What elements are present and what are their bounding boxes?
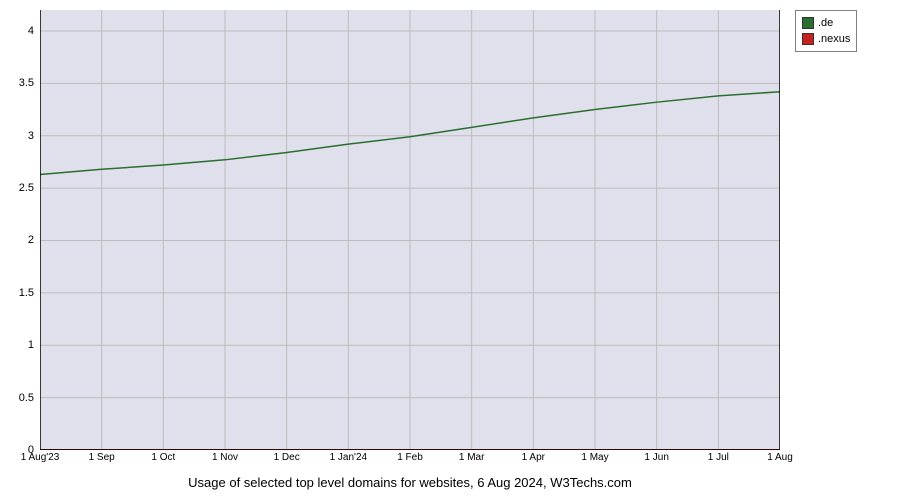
- legend-swatch: [802, 17, 814, 29]
- chart-svg: [40, 10, 780, 450]
- y-tick-label: 2.5: [19, 182, 34, 194]
- y-tick-label: 3.5: [19, 77, 34, 89]
- x-tick-label: 1 Aug: [767, 452, 793, 463]
- y-tick-label: 2: [28, 234, 34, 246]
- x-tick-label: 1 Jun: [644, 452, 668, 463]
- legend-swatch: [802, 33, 814, 45]
- x-tick-label: 1 Feb: [397, 452, 423, 463]
- y-tick-label: 1: [28, 339, 34, 351]
- x-tick-label: 1 Jan'24: [330, 452, 368, 463]
- legend-item: .de: [802, 15, 850, 31]
- x-tick-label: 1 Sep: [89, 452, 115, 463]
- chart-container: 00.511.522.533.54 1 Aug'231 Sep1 Oct1 No…: [0, 0, 900, 500]
- x-tick-label: 1 Nov: [212, 452, 238, 463]
- x-tick-label: 1 May: [581, 452, 608, 463]
- plot-area: [40, 10, 780, 450]
- x-tick-label: 1 Mar: [459, 452, 485, 463]
- legend-label: .de: [818, 15, 833, 31]
- x-tick-label: 1 Oct: [151, 452, 175, 463]
- x-tick-label: 1 Aug'23: [21, 452, 60, 463]
- y-tick-label: 0.5: [19, 392, 34, 404]
- x-tick-label: 1 Jul: [708, 452, 729, 463]
- y-tick-label: 1.5: [19, 287, 34, 299]
- chart-caption: Usage of selected top level domains for …: [40, 475, 780, 490]
- x-axis: 1 Aug'231 Sep1 Oct1 Nov1 Dec1 Jan'241 Fe…: [40, 452, 780, 472]
- legend-label: .nexus: [818, 31, 850, 47]
- y-axis: 00.511.522.533.54: [0, 10, 38, 450]
- x-tick-label: 1 Apr: [522, 452, 545, 463]
- legend: .de.nexus: [795, 10, 857, 52]
- y-tick-label: 3: [28, 130, 34, 142]
- legend-item: .nexus: [802, 31, 850, 47]
- x-tick-label: 1 Dec: [274, 452, 300, 463]
- y-tick-label: 4: [28, 25, 34, 37]
